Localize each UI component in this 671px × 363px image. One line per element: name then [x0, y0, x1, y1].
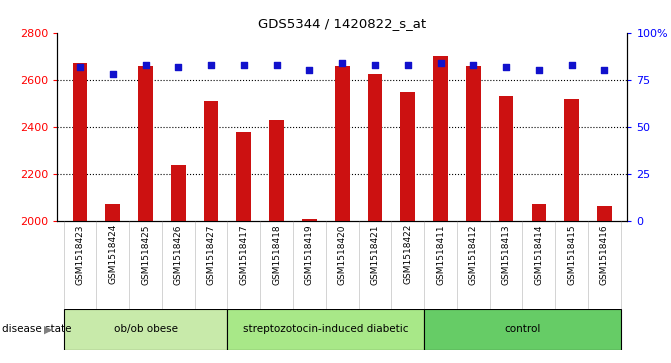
- Point: [107, 71, 118, 77]
- Text: GSM1518412: GSM1518412: [469, 224, 478, 285]
- Text: control: control: [505, 325, 541, 334]
- Text: GSM1518415: GSM1518415: [567, 224, 576, 285]
- FancyBboxPatch shape: [64, 309, 227, 350]
- Text: GSM1518419: GSM1518419: [305, 224, 314, 285]
- Point: [533, 68, 544, 73]
- Text: GSM1518420: GSM1518420: [338, 224, 347, 285]
- Point: [468, 62, 478, 68]
- Bar: [401, 92, 415, 221]
- Point: [435, 60, 446, 66]
- Text: GSM1518417: GSM1518417: [240, 224, 248, 285]
- Text: GSM1518425: GSM1518425: [141, 224, 150, 285]
- Point: [173, 64, 184, 70]
- Text: GSM1518421: GSM1518421: [370, 224, 380, 285]
- Bar: [597, 206, 612, 221]
- Bar: [368, 74, 382, 221]
- Text: GSM1518411: GSM1518411: [436, 224, 445, 285]
- Point: [74, 64, 85, 70]
- Text: streptozotocin-induced diabetic: streptozotocin-induced diabetic: [243, 325, 409, 334]
- Bar: [269, 120, 284, 221]
- Text: ▶: ▶: [44, 325, 52, 334]
- Bar: [105, 204, 120, 221]
- Text: GSM1518413: GSM1518413: [502, 224, 511, 285]
- Bar: [204, 101, 219, 221]
- FancyBboxPatch shape: [227, 309, 424, 350]
- Bar: [433, 56, 448, 221]
- Text: GSM1518414: GSM1518414: [534, 224, 544, 285]
- Point: [304, 68, 315, 73]
- Bar: [466, 66, 480, 221]
- Text: GSM1518416: GSM1518416: [600, 224, 609, 285]
- Point: [140, 62, 151, 68]
- Text: ob/ob obese: ob/ob obese: [113, 325, 178, 334]
- Point: [501, 64, 511, 70]
- Bar: [564, 99, 579, 221]
- Bar: [171, 165, 186, 221]
- Point: [599, 68, 610, 73]
- Bar: [335, 66, 350, 221]
- Point: [238, 62, 249, 68]
- Text: GSM1518422: GSM1518422: [403, 224, 412, 285]
- Point: [566, 62, 577, 68]
- Title: GDS5344 / 1420822_s_at: GDS5344 / 1420822_s_at: [258, 17, 426, 30]
- Point: [403, 62, 413, 68]
- Text: disease state: disease state: [2, 325, 72, 334]
- Text: GSM1518418: GSM1518418: [272, 224, 281, 285]
- FancyBboxPatch shape: [424, 309, 621, 350]
- Point: [271, 62, 282, 68]
- Text: GSM1518427: GSM1518427: [207, 224, 215, 285]
- Point: [370, 62, 380, 68]
- Bar: [236, 132, 251, 221]
- Bar: [72, 63, 87, 221]
- Point: [206, 62, 217, 68]
- Text: GSM1518424: GSM1518424: [108, 224, 117, 285]
- Point: [337, 60, 348, 66]
- Bar: [531, 204, 546, 221]
- Bar: [138, 66, 153, 221]
- Text: GSM1518426: GSM1518426: [174, 224, 183, 285]
- Bar: [302, 219, 317, 221]
- Text: GSM1518423: GSM1518423: [75, 224, 85, 285]
- Bar: [499, 96, 513, 221]
